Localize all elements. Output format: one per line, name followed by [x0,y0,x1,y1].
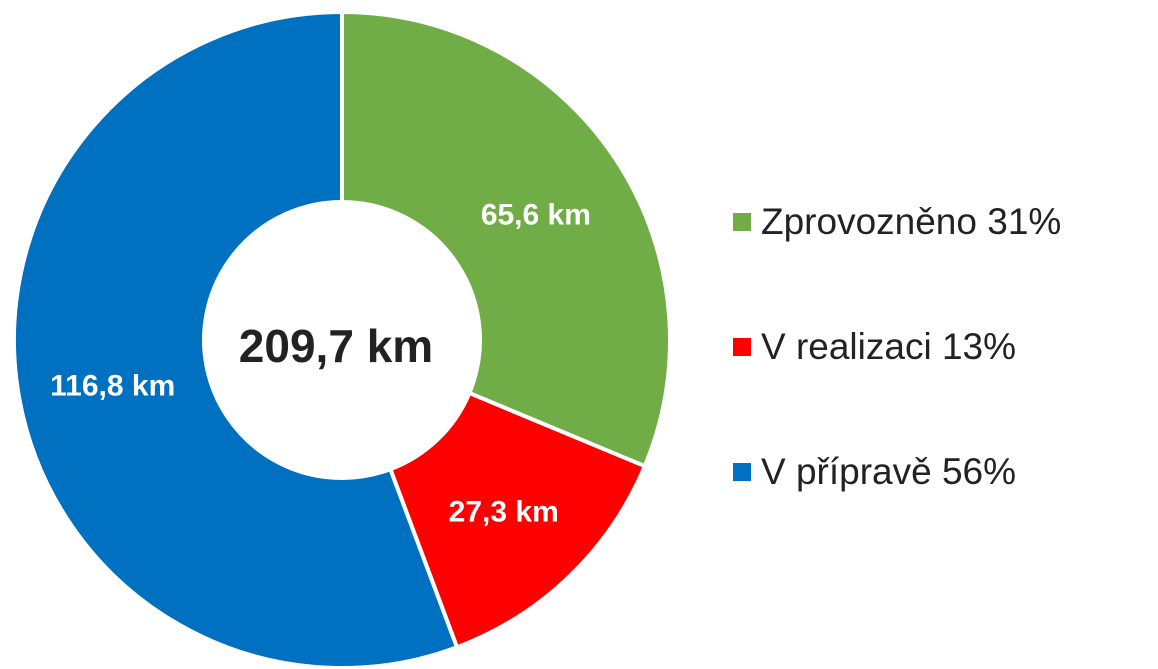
value-label: 116,8 km [50,369,175,402]
legend-label: Zprovozněno 31% [761,201,1061,242]
legend-swatch [733,338,751,356]
wedge [387,390,648,650]
wedge [12,9,460,669]
center-label: 209,7 km [239,320,433,372]
wedge [340,9,672,469]
legend-swatch [733,213,751,231]
legend-label: V realizaci 13% [761,326,1016,367]
value-label: 27,3 km [449,496,559,529]
legend-label: V přípravě 56% [761,451,1016,492]
legend-swatch [733,463,751,481]
value-label: 65,6 km [481,199,591,232]
